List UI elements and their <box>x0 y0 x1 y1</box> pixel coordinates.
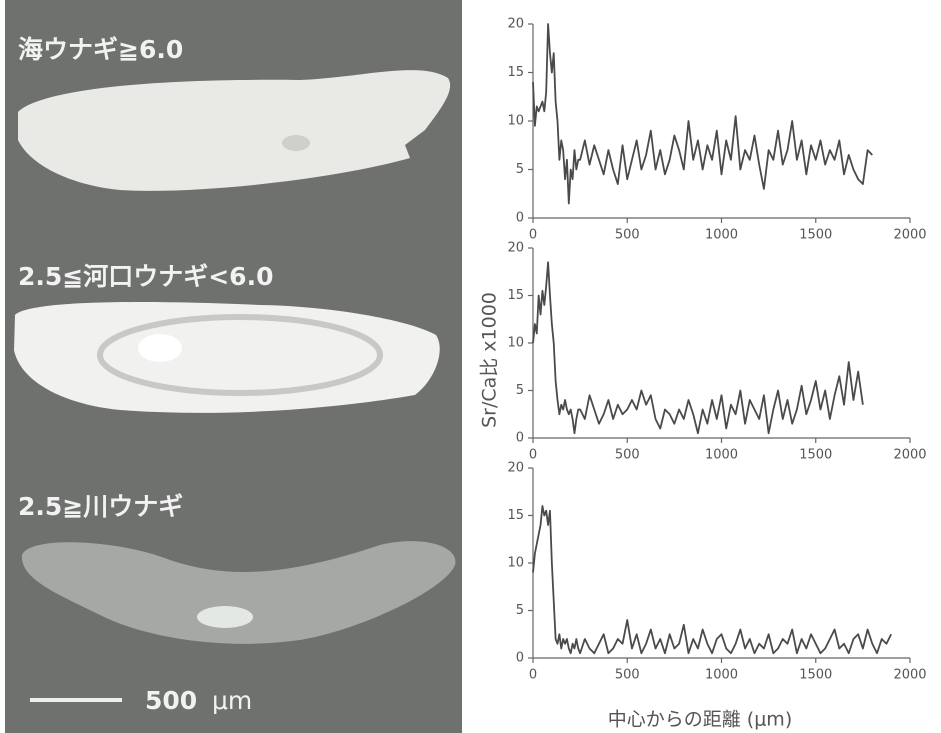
panel-label: 海ウナギ≧6.0 <box>18 35 183 64</box>
x-tick-label: 1500 <box>799 448 832 463</box>
data-line <box>532 23 873 205</box>
otolith-core <box>282 135 310 151</box>
otolith-ring <box>97 314 383 396</box>
y-tick-label: 10 <box>507 114 524 129</box>
x-tick-label: 0 <box>529 668 537 683</box>
y-tick-label: 15 <box>507 288 524 303</box>
y-tick-label: 10 <box>507 336 524 351</box>
y-tick-label: 20 <box>507 461 524 476</box>
x-tick-label: 2000 <box>893 448 926 463</box>
x-tick-label: 2000 <box>893 228 926 243</box>
y-tick-label: 5 <box>516 603 524 618</box>
x-tick-label: 1500 <box>799 668 832 683</box>
x-tick-label: 0 <box>529 448 537 463</box>
scale-value: 500 <box>145 686 197 715</box>
y-tick-label: 0 <box>516 651 524 666</box>
otolith-core <box>138 334 182 362</box>
y-tick-label: 5 <box>516 383 524 398</box>
x-tick-label: 2000 <box>893 668 926 683</box>
x-tick-label: 500 <box>615 448 640 463</box>
y-tick-label: 15 <box>507 508 524 523</box>
y-tick-label: 10 <box>507 556 524 571</box>
y-tick-label: 5 <box>516 162 524 177</box>
x-tick-label: 0 <box>529 228 537 243</box>
data-line <box>532 505 892 655</box>
scale-unit: μm <box>212 686 252 715</box>
otolith-sea <box>18 70 451 191</box>
y-axis-label: Sr/Ca比 x1000 <box>479 292 501 428</box>
y-tick-label: 15 <box>507 65 524 80</box>
x-tick-label: 500 <box>615 668 640 683</box>
y-tick-label: 20 <box>507 17 524 32</box>
x-tick-label: 1000 <box>705 448 738 463</box>
x-tick-label: 1000 <box>705 668 738 683</box>
otolith-core <box>197 606 253 628</box>
data-line <box>532 261 864 435</box>
y-tick-label: 0 <box>516 431 524 446</box>
otolith-river <box>21 541 456 644</box>
y-tick-label: 20 <box>507 241 524 256</box>
x-axis-label: 中心からの距離 (μm) <box>608 709 792 731</box>
y-tick-label: 0 <box>516 211 524 226</box>
x-tick-label: 500 <box>615 228 640 243</box>
panel-label: 2.5≧川ウナギ <box>18 492 183 521</box>
x-tick-label: 1000 <box>705 228 738 243</box>
x-tick-label: 1500 <box>799 228 832 243</box>
panel-label: 2.5≦河口ウナギ<6.0 <box>18 262 273 291</box>
